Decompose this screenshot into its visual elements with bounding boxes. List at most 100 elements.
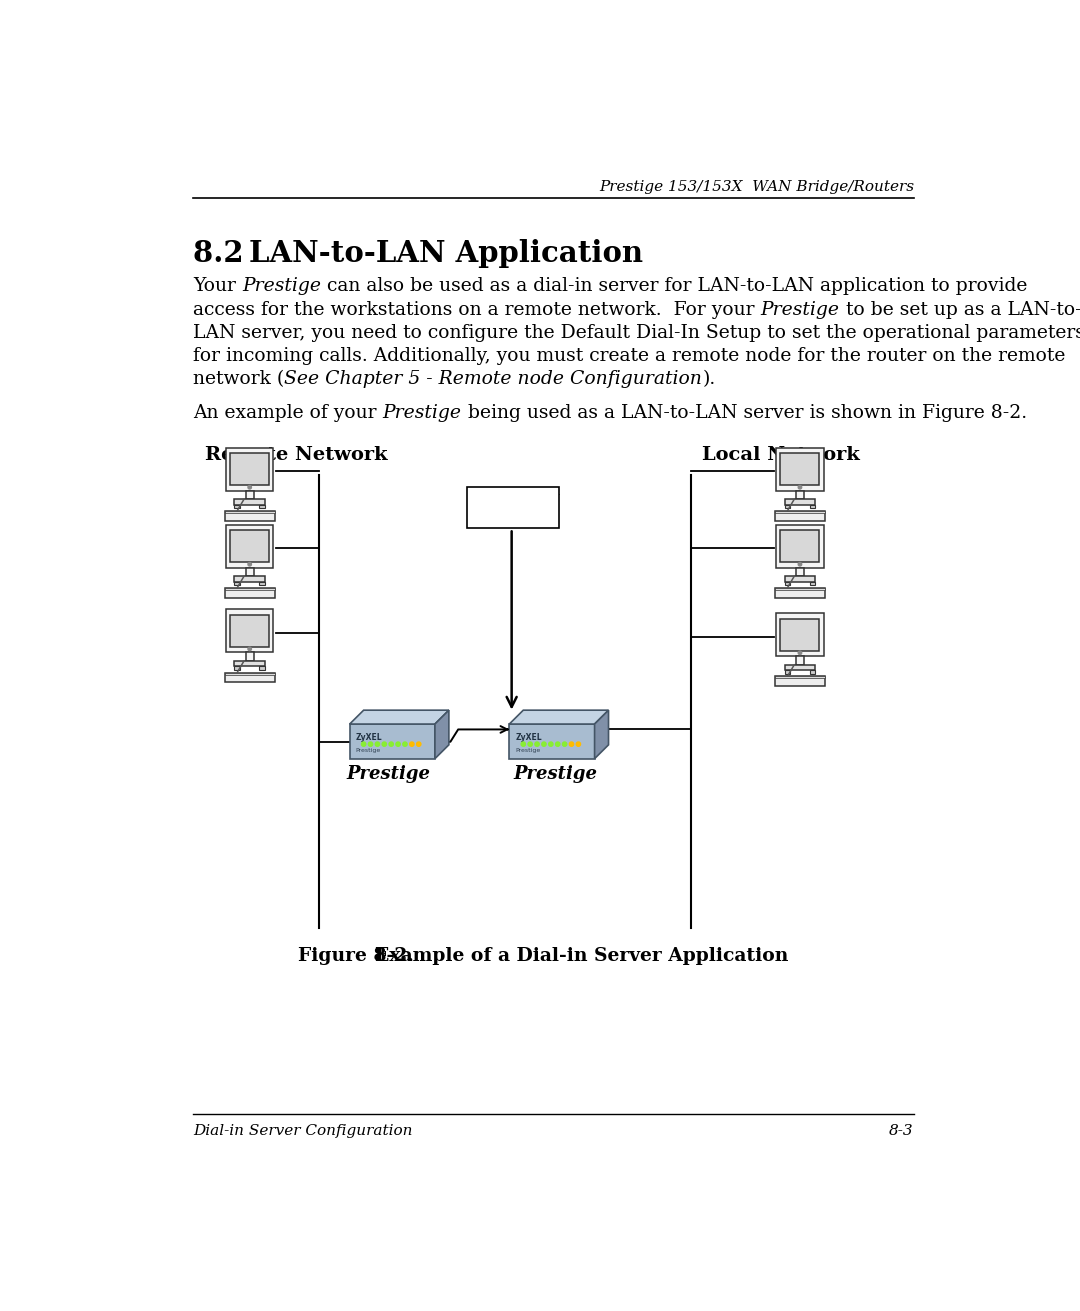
Text: Your: Your xyxy=(193,278,242,295)
Circle shape xyxy=(248,562,252,566)
Circle shape xyxy=(798,652,801,654)
Polygon shape xyxy=(510,724,595,759)
Circle shape xyxy=(248,648,252,650)
Bar xyxy=(468,486,559,528)
Bar xyxy=(234,582,240,585)
Bar xyxy=(774,511,825,520)
Bar xyxy=(777,614,824,657)
Text: LAN server, you need to configure the Default Dial-In Setup to set the operation: LAN server, you need to configure the De… xyxy=(193,324,1080,342)
Circle shape xyxy=(542,742,546,746)
Circle shape xyxy=(528,742,532,746)
Text: ZyXEL: ZyXEL xyxy=(356,733,382,742)
Circle shape xyxy=(389,742,393,746)
Text: Prestige: Prestige xyxy=(382,404,461,422)
Circle shape xyxy=(569,742,573,746)
Bar xyxy=(225,673,274,675)
Text: Dial-in Server Configuration: Dial-in Server Configuration xyxy=(193,1125,413,1138)
Bar xyxy=(225,587,274,590)
Circle shape xyxy=(535,742,539,746)
Bar xyxy=(784,576,815,582)
Text: 8-3: 8-3 xyxy=(889,1125,914,1138)
Bar xyxy=(245,490,254,499)
Text: Figure 8-2.: Figure 8-2. xyxy=(298,948,414,965)
Circle shape xyxy=(555,742,559,746)
Bar xyxy=(225,511,274,513)
Text: Prestige: Prestige xyxy=(514,764,598,783)
Bar xyxy=(777,448,824,490)
Circle shape xyxy=(577,742,581,746)
Text: LAN-to-LAN Application: LAN-to-LAN Application xyxy=(248,239,643,267)
Bar xyxy=(225,587,274,598)
Polygon shape xyxy=(435,711,449,759)
Bar xyxy=(226,610,273,653)
Text: ZyXEL: ZyXEL xyxy=(515,733,542,742)
Bar xyxy=(234,499,265,505)
Text: Prestige: Prestige xyxy=(242,278,321,295)
Circle shape xyxy=(248,485,252,489)
Polygon shape xyxy=(350,724,435,759)
Text: Prestige: Prestige xyxy=(347,764,431,783)
Circle shape xyxy=(362,742,366,746)
Bar xyxy=(226,448,273,490)
Text: Prestige: Prestige xyxy=(515,749,541,754)
Bar xyxy=(234,661,265,666)
Bar xyxy=(774,587,825,598)
Bar xyxy=(781,531,820,562)
Text: See Chapter 5 - Remote node Configuration: See Chapter 5 - Remote node Configuratio… xyxy=(284,370,702,388)
Text: Remote Network: Remote Network xyxy=(205,446,388,464)
Polygon shape xyxy=(510,711,608,724)
Polygon shape xyxy=(595,711,608,759)
Text: can also be used as a dial-in server for LAN-to-LAN application to provide: can also be used as a dial-in server for… xyxy=(321,278,1027,295)
Text: LAN-to-LAN: LAN-to-LAN xyxy=(467,494,561,507)
Circle shape xyxy=(563,742,567,746)
Text: for incoming calls. Additionally, you must create a remote node for the router o: for incoming calls. Additionally, you mu… xyxy=(193,346,1066,364)
Bar xyxy=(234,505,240,509)
Text: access for the workstations on a remote network.  For your: access for the workstations on a remote … xyxy=(193,300,760,319)
Bar xyxy=(225,511,274,520)
Circle shape xyxy=(396,742,401,746)
Circle shape xyxy=(409,742,414,746)
Circle shape xyxy=(382,742,387,746)
Circle shape xyxy=(798,485,801,489)
Bar xyxy=(234,666,240,670)
Bar xyxy=(784,665,815,670)
Bar xyxy=(259,666,265,670)
Circle shape xyxy=(368,742,373,746)
Bar xyxy=(774,676,825,686)
Text: being used as a LAN-to-LAN server is shown in Figure 8-2.: being used as a LAN-to-LAN server is sho… xyxy=(461,404,1027,422)
Bar xyxy=(234,576,265,582)
Bar xyxy=(784,499,815,505)
Circle shape xyxy=(549,742,553,746)
Text: ).: ). xyxy=(702,370,716,388)
Circle shape xyxy=(403,742,407,746)
Polygon shape xyxy=(350,711,449,724)
Bar xyxy=(245,568,254,576)
Bar xyxy=(810,505,815,509)
Bar xyxy=(784,505,791,509)
Bar xyxy=(230,615,269,646)
Text: Example of a Dial-in Server Application: Example of a Dial-in Server Application xyxy=(375,948,788,965)
Bar xyxy=(225,673,274,682)
Bar xyxy=(774,511,825,513)
Bar xyxy=(777,524,824,568)
Circle shape xyxy=(798,562,801,566)
Text: Server: Server xyxy=(487,507,539,520)
Text: Prestige: Prestige xyxy=(356,749,381,754)
Circle shape xyxy=(375,742,379,746)
Bar xyxy=(796,568,805,576)
Bar xyxy=(230,454,269,485)
Text: Prestige: Prestige xyxy=(760,300,839,319)
Bar xyxy=(230,531,269,562)
Bar xyxy=(774,676,825,679)
Text: network (: network ( xyxy=(193,370,284,388)
Bar xyxy=(226,524,273,568)
Bar xyxy=(810,582,815,585)
Bar xyxy=(784,582,791,585)
Text: 8.2: 8.2 xyxy=(193,239,274,267)
Bar xyxy=(810,670,815,674)
Bar xyxy=(781,454,820,485)
Text: Prestige 153/153X  WAN Bridge/Routers: Prestige 153/153X WAN Bridge/Routers xyxy=(598,180,914,194)
Bar xyxy=(259,505,265,509)
Bar xyxy=(796,490,805,499)
Bar xyxy=(784,670,791,674)
